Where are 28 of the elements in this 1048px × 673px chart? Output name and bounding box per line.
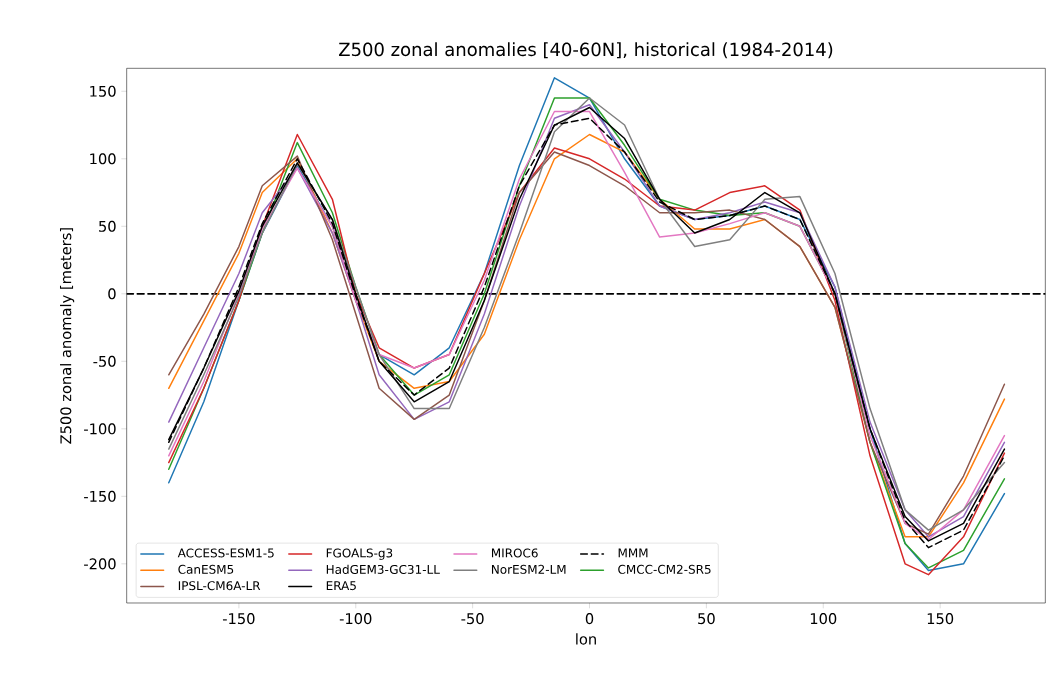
- x-tick-label: 150: [927, 613, 954, 625]
- x-tick-label: 50: [698, 613, 715, 625]
- y-tick-label: -150: [84, 490, 116, 502]
- legend-label: NorESM2-LM: [491, 564, 566, 574]
- x-tick-label: 0: [585, 613, 594, 625]
- legend-label: MMM: [618, 548, 648, 558]
- y-tick-label: -200: [84, 558, 116, 570]
- legend-label: CanESM5: [178, 564, 234, 574]
- y-tick-label: 100: [90, 153, 116, 165]
- y-tick-label: 150: [90, 85, 116, 97]
- legend-label: ACCESS-ESM1-5: [177, 548, 274, 558]
- legend-label: IPSL-CM6A-LR: [178, 581, 261, 591]
- x-tick-label: -50: [461, 613, 484, 625]
- y-axis-title: Z500 zonal anomaly [meters]: [60, 228, 75, 444]
- x-tick-label: -150: [222, 613, 255, 625]
- x-tick-label: 100: [810, 613, 837, 625]
- x-tick-label: -100: [339, 613, 372, 625]
- legend-label: CMCC-CM2-SR5: [618, 564, 711, 574]
- y-tick-label: 50: [99, 220, 116, 232]
- chart-title: Z500 zonal anomalies [40-60N], historical (1984-2014): [339, 42, 833, 59]
- legend-label: MIROC6: [491, 548, 538, 558]
- y-tick-label: -50: [93, 355, 116, 367]
- x-axis-title: lon: [576, 633, 596, 645]
- y-tick-label: -100: [84, 423, 116, 435]
- legend-label: HadGEM3-GC31-LL: [326, 564, 440, 574]
- y-tick-label: 0: [108, 288, 116, 300]
- legend-label: ERA5: [326, 581, 356, 591]
- legend-label: FGOALS-g3: [326, 548, 393, 560]
